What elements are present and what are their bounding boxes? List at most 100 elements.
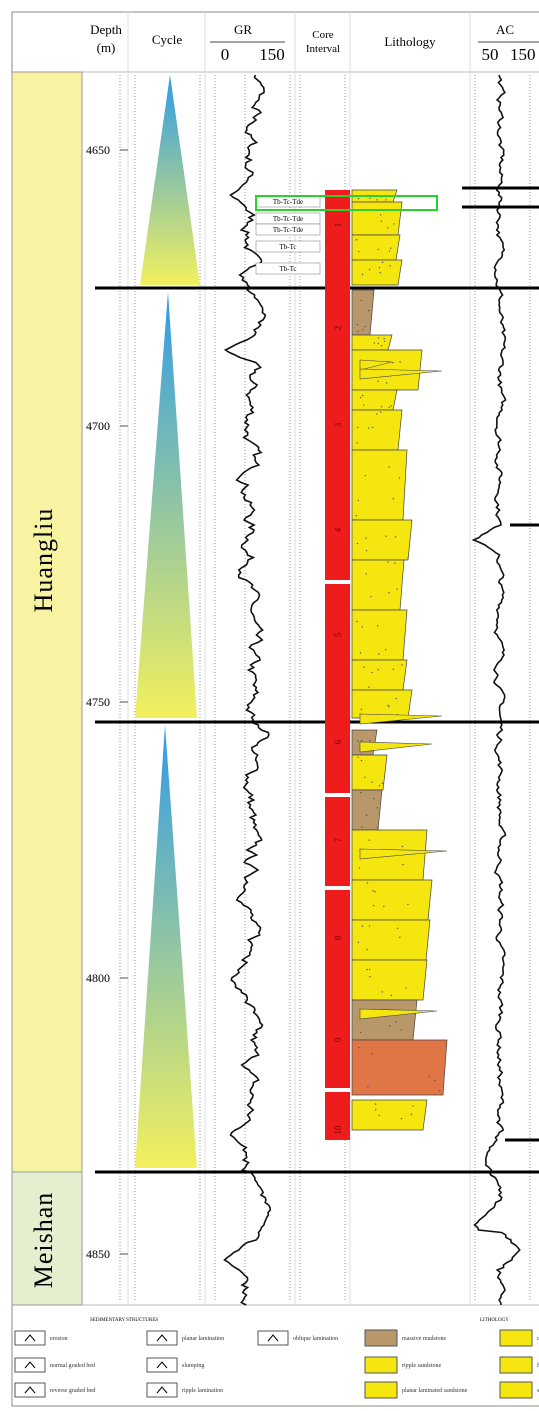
grain [372, 672, 373, 673]
grain [380, 411, 381, 412]
lithology-bed [352, 920, 430, 960]
grain [405, 987, 406, 988]
legend-icon [147, 1331, 177, 1345]
legend-swatch [365, 1357, 397, 1373]
grain [357, 740, 358, 741]
grain [369, 925, 370, 926]
facies-label: Tb-Tc-Tde [273, 198, 303, 206]
core-number: 2 [333, 326, 343, 331]
grain [389, 407, 390, 408]
lithology-bed [352, 660, 407, 690]
grain [395, 1021, 396, 1022]
log-tracks: 4650470047504800485012345678910Tb-Tc-Tde… [15, 12, 539, 1398]
grain [411, 1114, 412, 1115]
grain [366, 573, 367, 574]
grain [358, 198, 359, 199]
lithology-bed [352, 755, 387, 790]
grain [358, 251, 359, 252]
grain [357, 427, 358, 428]
grain [389, 250, 390, 251]
grain [386, 382, 387, 383]
formation-label: Huangliu [29, 508, 58, 613]
legend-icon [147, 1358, 177, 1372]
grain [381, 345, 382, 346]
lithology-bed [352, 335, 392, 350]
legend-label: ripple lamination [182, 1388, 223, 1394]
depth-label: 4800 [86, 971, 110, 985]
grain [393, 498, 394, 499]
grain [389, 265, 390, 266]
grain [402, 864, 403, 865]
legend-label: slumping [182, 1363, 204, 1369]
legend-icon [147, 1383, 177, 1397]
lithology-bed [352, 450, 407, 520]
grain [366, 815, 367, 816]
grain [366, 969, 367, 970]
grain [412, 1105, 413, 1106]
legend-label: erosion [50, 1336, 68, 1342]
legend-swatch [365, 1330, 397, 1346]
grain [407, 904, 408, 905]
legend-label: oblique lamination [293, 1336, 338, 1342]
legend-swatch [500, 1357, 532, 1373]
core-number: 5 [333, 632, 343, 637]
grain [362, 925, 363, 926]
grain [364, 326, 365, 327]
grain [381, 220, 382, 221]
column-header: Core [312, 29, 334, 41]
lithology-bed [352, 560, 404, 610]
grain [387, 227, 388, 228]
core-number: 6 [333, 739, 343, 744]
cycle-triangle [135, 725, 197, 1168]
grain [401, 1118, 402, 1119]
grain [357, 324, 358, 325]
grain [360, 397, 361, 398]
grain [382, 782, 383, 783]
grain [387, 561, 388, 562]
grain [373, 905, 374, 906]
grain [361, 760, 362, 761]
lithology-bed [352, 960, 427, 1000]
core-number: 3 [333, 422, 343, 427]
column-header: Lithology [384, 34, 436, 49]
grain [356, 515, 357, 516]
formation-band [12, 72, 82, 1172]
grain [402, 846, 403, 847]
grain [387, 705, 388, 706]
core-number: 10 [333, 1125, 343, 1135]
column-header: AC [496, 22, 514, 37]
grain [360, 1032, 361, 1033]
gr-curve [225, 75, 271, 1305]
grain [401, 1029, 402, 1030]
column-header: (m) [97, 40, 116, 55]
scale-label: 150 [510, 45, 536, 64]
grain [365, 475, 366, 476]
legend-swatch [500, 1382, 532, 1398]
grain [383, 906, 384, 907]
facies-label: Tb-Tc-Tde [273, 226, 303, 234]
grain [393, 669, 394, 670]
legend-title: SEDIMENTARY STRUCTURES [90, 1318, 158, 1323]
legend-label: ripple sandstone [402, 1363, 441, 1369]
grain [368, 310, 369, 311]
grain [369, 969, 370, 970]
grain [369, 198, 370, 199]
facies-label: Tb-Tc [279, 265, 296, 273]
grain [383, 338, 384, 339]
grain [391, 995, 392, 996]
grain [377, 807, 378, 808]
facies-label: Tb-Tc [279, 243, 296, 251]
grain [367, 882, 368, 883]
grain [377, 827, 378, 828]
grain [439, 1090, 440, 1091]
grain [373, 798, 374, 799]
core-gap [325, 886, 350, 890]
grain [382, 991, 383, 992]
grain [401, 664, 402, 665]
grain [377, 380, 378, 381]
core-number: 9 [333, 1037, 343, 1042]
lithology-bed [352, 1040, 447, 1095]
column-header: GR [234, 22, 252, 37]
grain [369, 269, 370, 270]
grain [384, 341, 385, 342]
